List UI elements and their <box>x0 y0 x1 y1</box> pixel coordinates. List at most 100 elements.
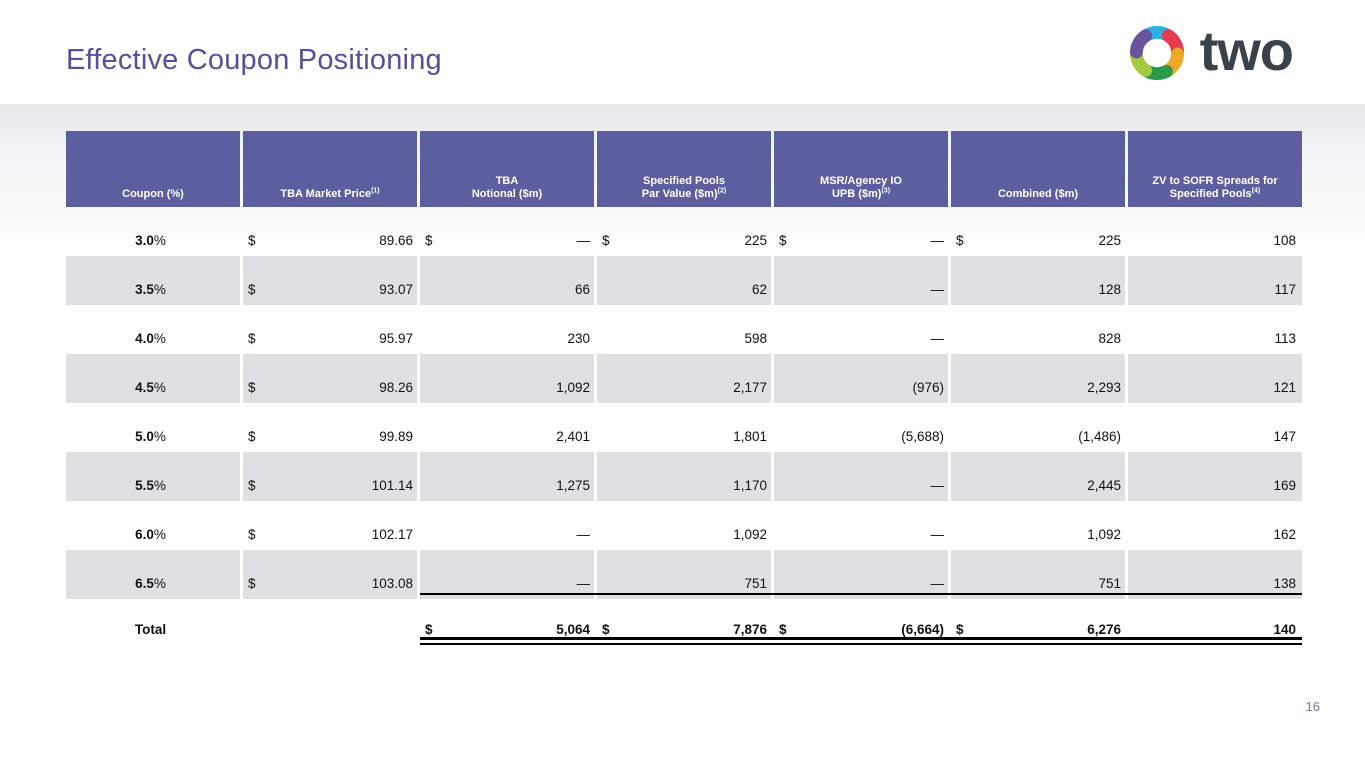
column-header-line2: Specified Pools(4) <box>1169 187 1261 200</box>
cell-value: 113 <box>1274 331 1296 346</box>
cell-value: 5,064 <box>556 622 590 637</box>
column-header-line1: MSR/Agency IO <box>820 175 902 187</box>
column-header-line2: UPB ($m)(3) <box>831 187 891 200</box>
cell-value: 1,170 <box>733 478 767 493</box>
cell-value: — <box>930 478 945 493</box>
cell-value: 128 <box>1098 282 1121 297</box>
column-header-line2: Combined ($m) <box>997 188 1079 200</box>
value-cell: — <box>774 256 948 305</box>
value-cell: 113 <box>1128 305 1302 354</box>
value-cell: 108 <box>1128 207 1302 256</box>
cell-value: 751 <box>1098 576 1121 591</box>
table-row: 5.5% $101.14 1,275 1,170—2,445 169 <box>66 452 1302 501</box>
value-cell: $ — <box>420 207 594 256</box>
value-cell: $225 <box>951 207 1125 256</box>
column-header-line2: Coupon (%) <box>122 188 184 200</box>
slide-content-area: Coupon (%) TBA Market Price(1) TBA Notional… <box>0 104 1365 768</box>
value-cell: — <box>774 452 948 501</box>
cell-value: 93.07 <box>379 282 413 297</box>
percent-sign: % <box>153 429 166 444</box>
value-cell: $6,276 <box>951 599 1125 646</box>
cell-value: 1,801 <box>733 429 767 444</box>
percent-sign: % <box>153 527 166 542</box>
cell-value: 2,401 <box>556 429 590 444</box>
cell-value: 121 <box>1273 380 1296 395</box>
column-header-line2: TBA Market Price(1) <box>280 187 380 200</box>
value-cell: $ (6,664) <box>774 599 948 646</box>
value-cell: 598 <box>597 305 771 354</box>
column-header-4: Specified Pools Par Value ($m)(2) <box>597 131 771 207</box>
dollar-sign: $ <box>248 429 256 444</box>
cell-value: (976) <box>912 380 944 395</box>
column-header-line2: Notional ($m) <box>471 188 543 200</box>
coupon-value: 5.0 <box>135 429 154 444</box>
table-header-row: Coupon (%) TBA Market Price(1) TBA Notional… <box>66 131 1302 207</box>
value-cell: 140 <box>1128 599 1302 646</box>
value-cell: (5,688) <box>774 403 948 452</box>
value-cell: 169 <box>1128 452 1302 501</box>
dollar-sign: $ <box>248 576 256 591</box>
column-header-line2: Par Value ($m)(2) <box>641 187 727 200</box>
value-cell: 117 <box>1128 256 1302 305</box>
cell-value: 138 <box>1273 576 1296 591</box>
percent-sign: % <box>153 576 166 591</box>
coupon-cell: 5.5% <box>66 452 240 501</box>
column-header-line1: TBA <box>495 175 519 187</box>
value-cell: 1,092 <box>951 501 1125 550</box>
total-label-cell: Total <box>134 622 167 637</box>
total-double-rule-upper <box>420 637 1302 640</box>
value-cell: 1,170 <box>597 452 771 501</box>
cell-value: 1,092 <box>1087 527 1121 542</box>
dollar-sign: $ <box>779 233 787 248</box>
column-header-2: TBA Market Price(1) <box>243 131 417 207</box>
column-header-footnote: (4) <box>1251 187 1261 195</box>
cell-value: 230 <box>567 331 590 346</box>
table-row: 5.0% $99.89 2,401 1,801 (5,688) (1,486) 147 <box>66 403 1302 452</box>
dollar-sign: $ <box>602 233 610 248</box>
value-cell: 2,293 <box>951 354 1125 403</box>
coupon-cell: 3.0% <box>66 207 240 256</box>
slide-header-band: Effective Coupon Positioning two <box>0 0 1365 104</box>
cell-value: 66 <box>574 282 590 297</box>
cell-value: 1,275 <box>556 478 590 493</box>
value-cell: 230 <box>420 305 594 354</box>
value-cell: — <box>420 501 594 550</box>
cell-value: 147 <box>1273 429 1296 444</box>
value-cell: — <box>774 550 948 599</box>
cell-value: 6,276 <box>1087 622 1121 637</box>
table-row: 3.0% $89.66 $ — $225 $ — $225 108 <box>66 207 1302 256</box>
cell-value: — <box>930 331 945 346</box>
column-header-7: ZV to SOFR Spreads for Specified Pools(4) <box>1128 131 1302 207</box>
percent-sign: % <box>153 380 166 395</box>
cell-value: 89.66 <box>379 233 413 248</box>
percent-sign: % <box>153 282 166 297</box>
value-cell: $225 <box>597 207 771 256</box>
dollar-sign: $ <box>248 331 256 346</box>
value-cell: 62 <box>597 256 771 305</box>
cell-value: 169 <box>1273 478 1296 493</box>
two-hexagon-logo-icon <box>1129 25 1184 81</box>
percent-sign: % <box>153 331 166 346</box>
cell-value: 1,092 <box>556 380 590 395</box>
value-cell: 751 <box>597 550 771 599</box>
value-cell: $7,876 <box>597 599 771 646</box>
value-cell: $5,064 <box>420 599 594 646</box>
value-cell: 1,801 <box>597 403 771 452</box>
cell-value: 102.17 <box>371 527 413 542</box>
cell-value: 95.97 <box>379 331 413 346</box>
column-header-3: TBA Notional ($m) <box>420 131 594 207</box>
coupon-cell: 4.0% <box>66 305 240 354</box>
coupon-value: 6.0 <box>135 527 154 542</box>
cell-value: — <box>576 527 591 542</box>
coupon-value: 6.5 <box>135 576 154 591</box>
dollar-sign: $ <box>248 380 256 395</box>
coupon-cell: 6.0% <box>66 501 240 550</box>
page-title: Effective Coupon Positioning <box>66 44 442 76</box>
dollar-sign: $ <box>248 233 256 248</box>
cell-value: 225 <box>1098 233 1121 248</box>
coupon-cell: 6.5% <box>66 550 240 599</box>
value-cell: $95.97 <box>243 305 417 354</box>
value-cell: $103.08 <box>243 550 417 599</box>
cell-value: 598 <box>744 331 767 346</box>
column-header-line1: ZV to SOFR Spreads for <box>1152 175 1278 187</box>
